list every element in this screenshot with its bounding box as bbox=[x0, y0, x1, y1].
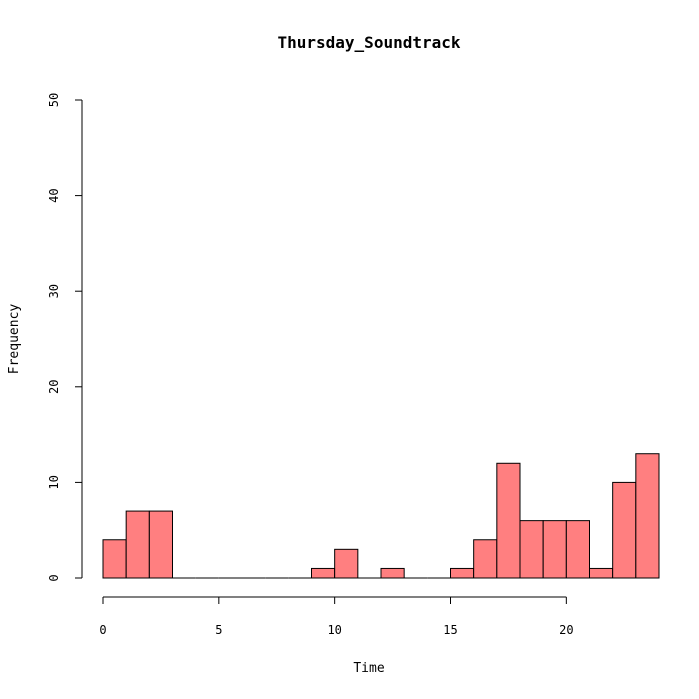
y-tick-label: 30 bbox=[47, 284, 61, 298]
x-axis: 0 5 10 15 20 bbox=[99, 596, 574, 637]
y-axis: 0 10 20 30 40 50 bbox=[47, 93, 83, 582]
histogram-bar bbox=[519, 520, 544, 579]
histogram-bar bbox=[334, 548, 359, 579]
histogram-bar bbox=[589, 567, 614, 579]
histogram-bar bbox=[125, 510, 150, 579]
histogram-bar bbox=[565, 520, 590, 579]
chart-title: Thursday_Soundtrack bbox=[277, 33, 460, 52]
x-axis-label: Time bbox=[353, 661, 384, 676]
y-axis-label: Frequency bbox=[7, 304, 22, 375]
histogram-bar bbox=[148, 510, 173, 579]
x-tick-label: 20 bbox=[559, 623, 573, 637]
histogram-bar bbox=[380, 567, 405, 579]
histogram-bar bbox=[612, 481, 637, 579]
y-tick-label: 0 bbox=[47, 574, 61, 581]
histogram-bar bbox=[496, 462, 521, 579]
x-tick-label: 10 bbox=[327, 623, 341, 637]
histogram-bar bbox=[542, 520, 567, 579]
x-tick-label: 5 bbox=[215, 623, 222, 637]
histogram-bar bbox=[311, 567, 336, 579]
bar-group bbox=[102, 453, 660, 579]
histogram-bar bbox=[102, 539, 127, 579]
y-tick-label: 40 bbox=[47, 188, 61, 202]
histogram-bar bbox=[450, 567, 475, 579]
y-tick-label: 10 bbox=[47, 475, 61, 489]
x-tick-label: 0 bbox=[99, 623, 106, 637]
histogram-bar bbox=[473, 539, 498, 579]
y-tick-label: 50 bbox=[47, 93, 61, 107]
x-tick-label: 15 bbox=[443, 623, 457, 637]
y-tick-label: 20 bbox=[47, 380, 61, 394]
histogram-bar bbox=[635, 453, 660, 579]
